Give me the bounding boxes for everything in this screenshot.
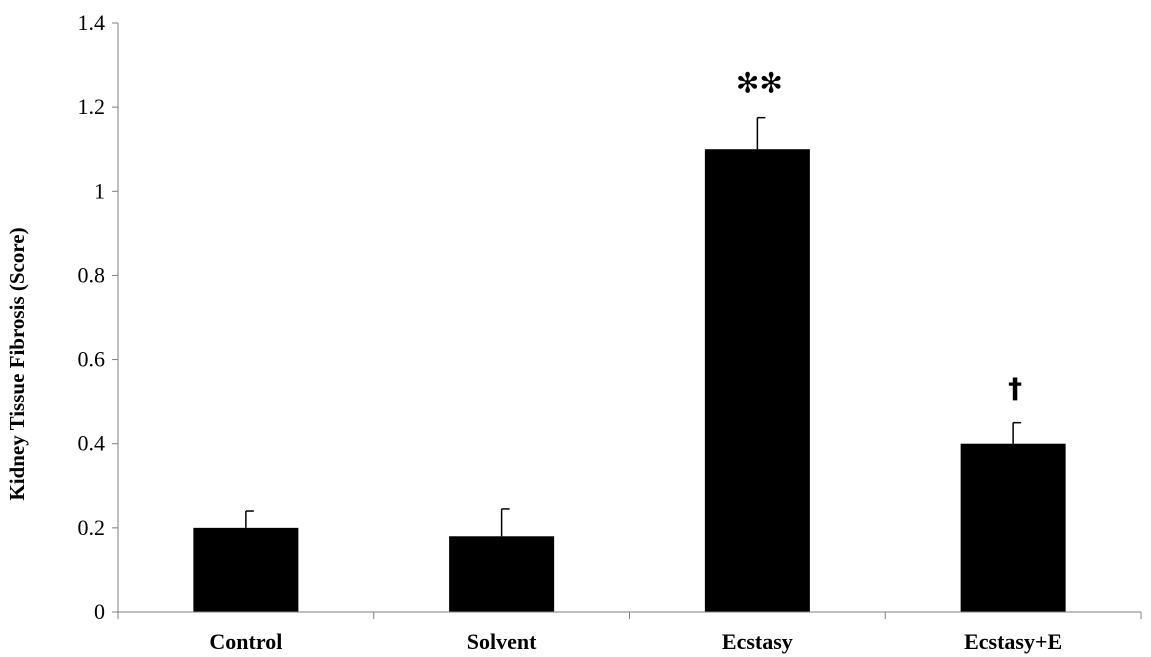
y-axis-title: Kidney Tissue Fibrosis (Score) — [5, 227, 29, 500]
y-tick-label: 0.2 — [78, 515, 106, 540]
bar-ecstasy — [704, 149, 810, 612]
y-axis-title-group: Kidney Tissue Fibrosis (Score) — [5, 227, 29, 500]
x-category-label: Ecstasy+E — [964, 629, 1062, 654]
significance-marker: ✻✻ — [736, 67, 783, 100]
bar-solvent — [449, 536, 555, 612]
error-bars — [245, 116, 1022, 537]
bar-control — [193, 527, 299, 612]
y-tick-label: 0.4 — [78, 431, 106, 456]
x-category-label: Solvent — [467, 629, 537, 654]
y-tick-label: 1 — [94, 178, 105, 203]
y-tick-label: 0 — [94, 599, 105, 624]
y-tick-label: 0.6 — [78, 347, 106, 372]
bars — [193, 149, 1066, 612]
y-ticks: 0 0.2 0.4 0.6 0.8 1 1.2 1.4 — [78, 10, 1142, 624]
x-category-label: Ecstasy — [722, 629, 793, 654]
significance-marker: † — [1008, 372, 1022, 405]
bar-ecstasy-e — [960, 443, 1066, 612]
x-category-label: Control — [209, 629, 282, 654]
y-tick-label: 0.8 — [78, 262, 106, 287]
axes — [117, 23, 1141, 613]
y-tick-label: 1.2 — [78, 94, 106, 119]
annotations: ✻✻ † — [736, 67, 1022, 405]
category-labels: Control Solvent Ecstasy Ecstasy+E — [209, 629, 1062, 654]
y-tick-label: 1.4 — [78, 10, 106, 35]
